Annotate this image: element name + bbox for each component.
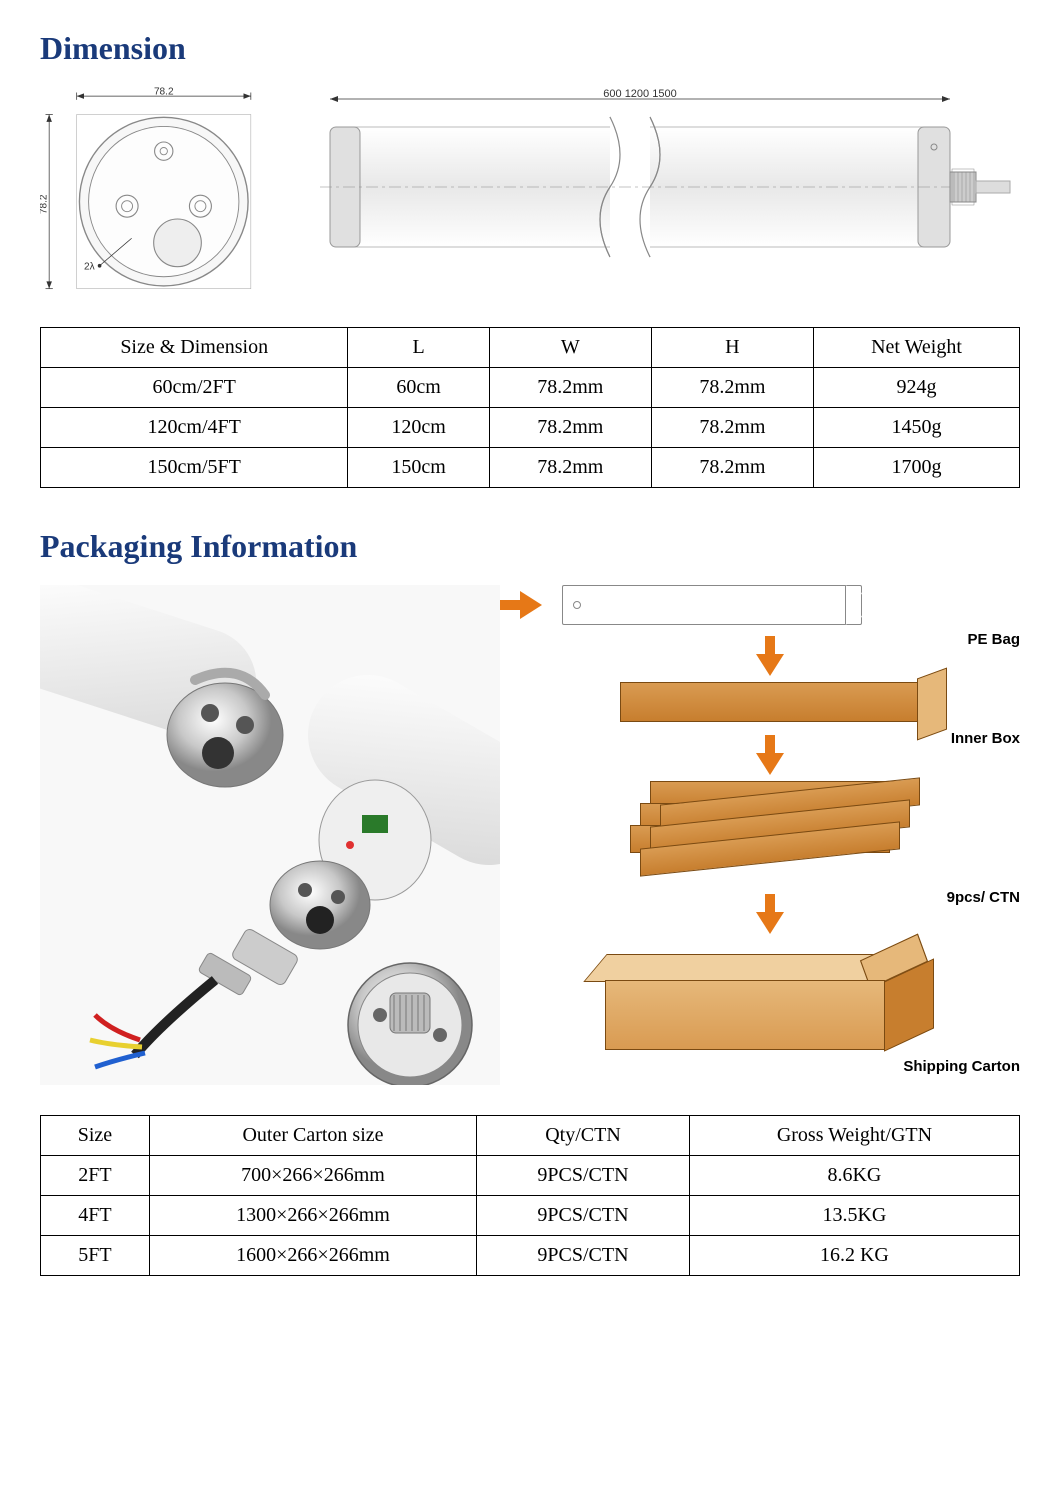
table-cell: 150cm [348,448,489,488]
table-row: 150cm/5FT150cm78.2mm78.2mm1700g [41,448,1020,488]
table-row: 2FT700×266×266mm9PCS/CTN8.6KG [41,1156,1020,1196]
shipping-carton-label: Shipping Carton [520,1058,1020,1075]
dimension-table-header: W [489,328,651,368]
table-row: 5FT1600×266×266mm9PCS/CTN16.2 KG [41,1236,1020,1276]
table-cell: 120cm/4FT [41,408,348,448]
table-cell: 9PCS/CTN [477,1236,690,1276]
packaging-table-header: Gross Weight/GTN [689,1116,1019,1156]
arrow-down-icon [756,654,784,676]
endcap-diagram: 78.2 78.2 2λ [40,87,260,307]
box-stack-graphic [610,781,930,881]
packaging-table-header: Outer Carton size [149,1116,476,1156]
table-cell: 9PCS/CTN [477,1156,690,1196]
arrow-down-icon [756,753,784,775]
endcap-height-label: 78.2 [40,194,49,214]
dimension-table-header: Size & Dimension [41,328,348,368]
table-cell: 4FT [41,1196,150,1236]
table-cell: 78.2mm [651,408,813,448]
table-row: 4FT1300×266×266mm9PCS/CTN13.5KG [41,1196,1020,1236]
packaging-flow-diagram: PE Bag Inner Box 9pcs/ CTN [520,585,1020,1085]
table-cell: 78.2mm [489,408,651,448]
table-row: 60cm/2FT60cm78.2mm78.2mm924g [41,368,1020,408]
table-cell: 8.6KG [689,1156,1019,1196]
table-cell: 78.2mm [489,368,651,408]
tube-length-label: 600 1200 1500 [603,88,676,100]
table-cell: 5FT [41,1236,150,1276]
table-cell: 120cm [348,408,489,448]
packaging-table: SizeOuter Carton sizeQty/CTNGross Weight… [40,1115,1020,1276]
packaging-table-header: Size [41,1116,150,1156]
endcap-width-label: 78.2 [154,87,174,97]
shipping-carton-graphic [605,940,935,1050]
dimension-heading: Dimension [40,30,1020,67]
endcap-hole-label: 2λ [84,261,95,272]
packaging-heading: Packaging Information [40,528,1020,565]
table-cell: 1450g [813,408,1019,448]
table-cell: 1700g [813,448,1019,488]
arrow-down-icon [756,912,784,934]
table-cell: 924g [813,368,1019,408]
dimension-table-header: Net Weight [813,328,1019,368]
table-cell: 13.5KG [689,1196,1019,1236]
table-cell: 78.2mm [651,368,813,408]
dimension-table-header: H [651,328,813,368]
inner-box-graphic [620,682,920,722]
packaging-graphics: PE Bag Inner Box 9pcs/ CTN [40,585,1020,1085]
table-cell: 78.2mm [489,448,651,488]
arrow-right-icon [520,591,542,619]
exploded-product-view [40,585,500,1085]
dimension-table: Size & DimensionLWHNet Weight 60cm/2FT60… [40,327,1020,488]
table-cell: 1300×266×266mm [149,1196,476,1236]
dimension-diagrams: 78.2 78.2 2λ 600 1200 1500 [40,87,1020,307]
table-cell: 78.2mm [651,448,813,488]
dimension-table-header: L [348,328,489,368]
table-cell: 60cm/2FT [41,368,348,408]
table-row: 120cm/4FT120cm78.2mm78.2mm1450g [41,408,1020,448]
table-cell: 150cm/5FT [41,448,348,488]
packaging-table-header: Qty/CTN [477,1116,690,1156]
table-cell: 1600×266×266mm [149,1236,476,1276]
table-cell: 9PCS/CTN [477,1196,690,1236]
table-cell: 60cm [348,368,489,408]
table-cell: 2FT [41,1156,150,1196]
table-cell: 700×266×266mm [149,1156,476,1196]
table-cell: 16.2 KG [689,1236,1019,1276]
pe-bag-graphic [562,585,862,625]
tube-diagram: 600 1200 1500 [300,87,1020,287]
